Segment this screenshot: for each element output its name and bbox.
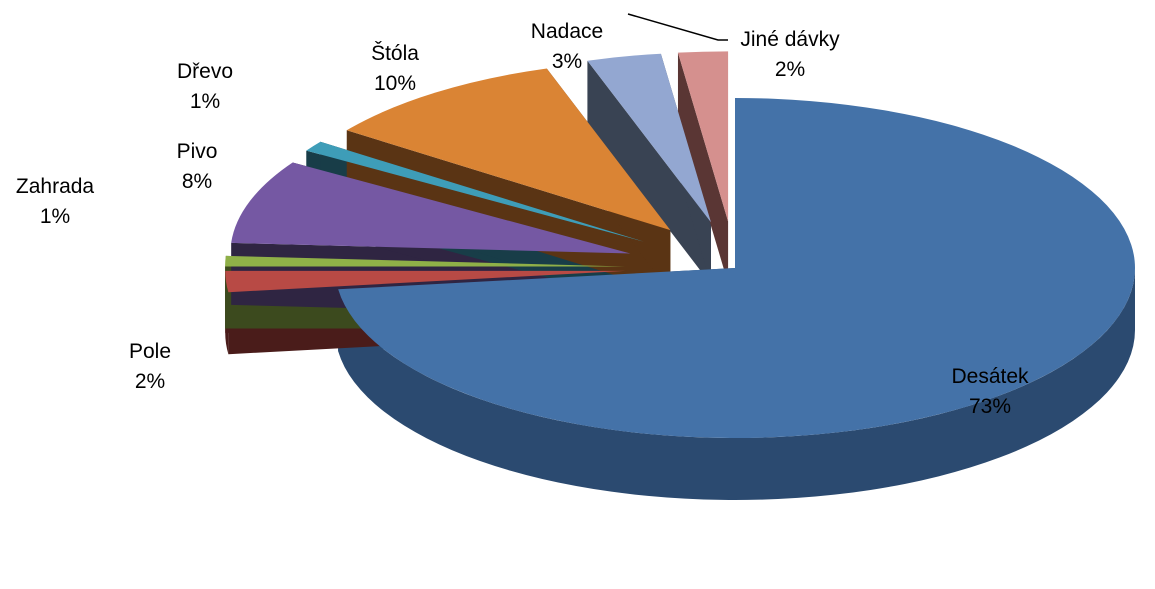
- leader-line-jine-davky: [628, 14, 728, 40]
- label-value-jine-davky: 2%: [775, 58, 805, 81]
- label-name-pivo: Pivo: [177, 140, 218, 163]
- label-value-pole: 2%: [135, 370, 165, 393]
- label-name-stola: Štóla: [371, 42, 419, 65]
- label-value-desatek: 73%: [969, 395, 1011, 418]
- label-name-drevo: Dřevo: [177, 60, 233, 83]
- label-value-zahrada: 1%: [40, 205, 70, 228]
- label-name-jine-davky: Jiné dávky: [740, 28, 840, 51]
- label-value-stola: 10%: [374, 72, 416, 95]
- label-name-desatek: Desátek: [951, 365, 1029, 388]
- label-value-pivo: 8%: [182, 170, 212, 193]
- label-value-nadace: 3%: [552, 50, 582, 73]
- label-value-drevo: 1%: [190, 90, 220, 113]
- label-name-nadace: Nadace: [531, 20, 603, 43]
- label-name-pole: Pole: [129, 340, 171, 363]
- label-name-zahrada: Zahrada: [16, 175, 95, 198]
